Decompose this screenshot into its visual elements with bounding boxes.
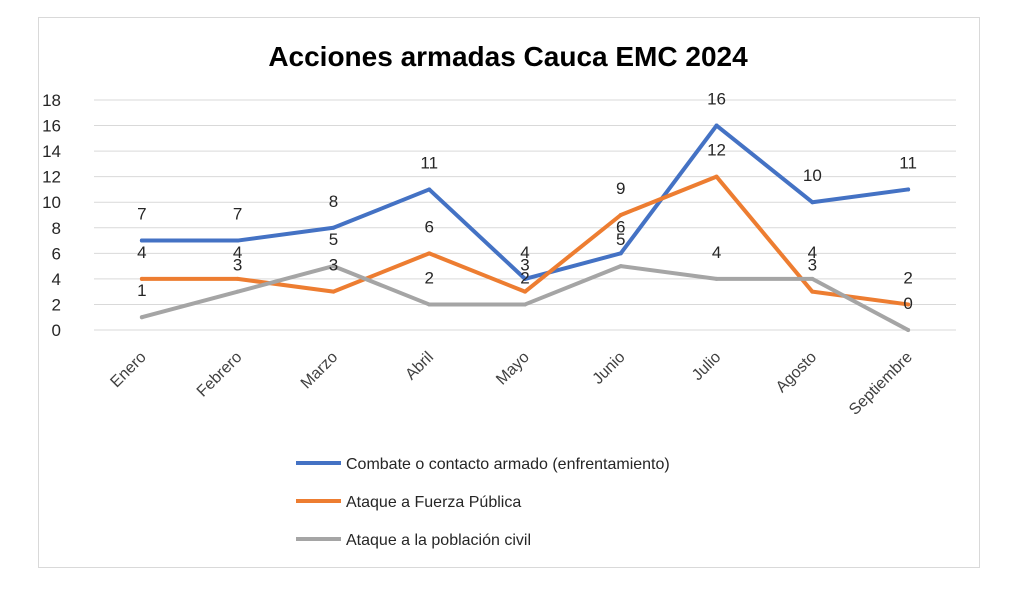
data-label: 3 bbox=[808, 256, 817, 275]
data-point bbox=[331, 289, 336, 294]
data-label: 8 bbox=[329, 192, 338, 211]
data-point bbox=[906, 302, 911, 307]
data-point bbox=[714, 174, 719, 179]
legend-label: Ataque a Fuerza Pública bbox=[346, 494, 521, 511]
data-point bbox=[235, 238, 240, 243]
data-point bbox=[427, 187, 432, 192]
data-label: 4 bbox=[520, 243, 529, 262]
data-point bbox=[714, 123, 719, 128]
data-label: 3 bbox=[233, 256, 242, 275]
chart-frame: Acciones armadas Cauca EMC 2024 0 2 4 6 8 10 1… bbox=[38, 17, 980, 568]
data-label: 0 bbox=[903, 294, 912, 313]
legend: Combate o contacto armado (enfrentamient… bbox=[296, 456, 670, 549]
x-tick-label: Marzo bbox=[298, 349, 342, 393]
x-tick-label: Agosto bbox=[773, 349, 820, 396]
data-label: 4 bbox=[233, 243, 242, 262]
data-label: 2 bbox=[424, 268, 433, 287]
x-tick-label: Septiembre bbox=[846, 349, 916, 419]
y-tick-label: 12 bbox=[42, 168, 61, 187]
y-axis-tick-labels: 0 2 4 6 8 10 12 14 16 18 bbox=[42, 91, 61, 340]
data-label: 7 bbox=[137, 205, 146, 224]
x-axis-tick-labels: Enero Febrero Marzo Abril Mayo Junio Julio Agos… bbox=[108, 349, 917, 419]
data-point bbox=[810, 289, 815, 294]
y-tick-label: 2 bbox=[52, 295, 61, 314]
data-label: 6 bbox=[616, 217, 625, 236]
data-point bbox=[523, 289, 527, 294]
data-label: 5 bbox=[329, 230, 338, 249]
y-tick-label: 8 bbox=[52, 219, 61, 238]
y-tick-label: 6 bbox=[52, 244, 61, 263]
data-point bbox=[523, 302, 527, 307]
data-label: 7 bbox=[233, 205, 242, 224]
data-label: 10 bbox=[803, 166, 822, 185]
y-tick-label: 14 bbox=[42, 142, 61, 161]
y-tick-label: 10 bbox=[42, 193, 61, 212]
data-point bbox=[714, 276, 719, 281]
y-tick-label: 16 bbox=[42, 117, 61, 136]
x-tick-label: Abril bbox=[402, 349, 437, 384]
data-label: 9 bbox=[616, 179, 625, 198]
data-point bbox=[523, 276, 527, 281]
x-tick-label: Mayo bbox=[493, 349, 533, 389]
x-tick-label: Enero bbox=[108, 349, 150, 391]
data-point bbox=[810, 200, 815, 205]
data-point bbox=[906, 328, 911, 332]
series-lines bbox=[139, 123, 911, 332]
y-tick-label: 0 bbox=[52, 321, 61, 340]
data-point bbox=[331, 225, 336, 230]
data-point bbox=[427, 251, 432, 256]
data-label: 4 bbox=[137, 243, 146, 262]
data-label: 5 bbox=[616, 230, 625, 249]
data-point bbox=[618, 251, 623, 256]
data-label: 16 bbox=[707, 90, 726, 109]
data-point bbox=[139, 276, 144, 281]
data-label: 11 bbox=[420, 153, 438, 172]
data-label: 1 bbox=[137, 281, 146, 300]
data-point bbox=[810, 276, 815, 281]
data-point bbox=[235, 289, 240, 294]
x-tick-label: Junio bbox=[590, 349, 629, 388]
data-label: 3 bbox=[329, 256, 338, 275]
data-label: 4 bbox=[808, 243, 817, 262]
legend-label: Combate o contacto armado (enfrentamient… bbox=[346, 456, 670, 473]
data-label: 6 bbox=[424, 217, 433, 236]
y-tick-label: 18 bbox=[42, 91, 61, 110]
data-point bbox=[139, 315, 144, 320]
data-label: 12 bbox=[707, 141, 726, 160]
chart-title: Acciones armadas Cauca EMC 2024 bbox=[268, 41, 748, 72]
data-point bbox=[139, 238, 144, 243]
data-label: 4 bbox=[712, 243, 721, 262]
data-label: 2 bbox=[520, 268, 529, 287]
data-label: 11 bbox=[899, 153, 917, 172]
x-tick-label: Febrero bbox=[194, 349, 246, 401]
legend-label: Ataque a la población civil bbox=[346, 532, 531, 549]
data-point bbox=[331, 264, 336, 269]
x-tick-label: Julio bbox=[689, 349, 724, 384]
data-point bbox=[906, 187, 911, 192]
data-point bbox=[427, 302, 432, 307]
data-point bbox=[235, 276, 240, 281]
data-label: 3 bbox=[520, 256, 529, 275]
data-point bbox=[618, 264, 623, 269]
line-chart: Acciones armadas Cauca EMC 2024 02468101… bbox=[42, 41, 956, 549]
data-point bbox=[618, 213, 623, 217]
data-label: 2 bbox=[903, 268, 912, 287]
y-tick-label: 4 bbox=[52, 270, 61, 289]
